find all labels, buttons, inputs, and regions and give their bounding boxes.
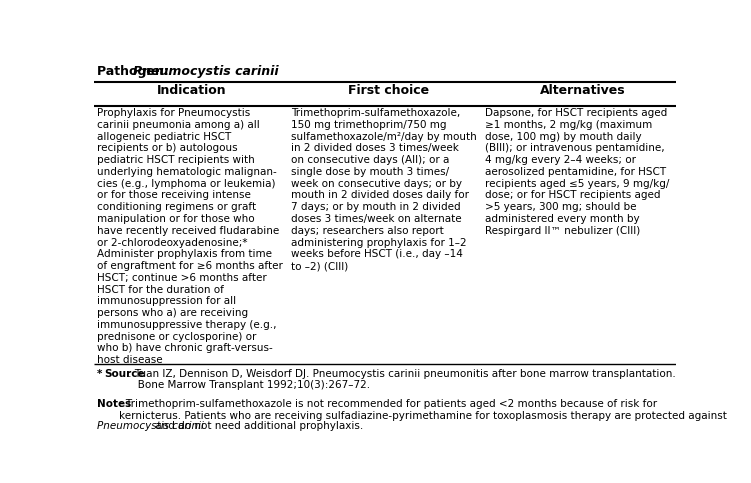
Text: Pneumocystis carinii: Pneumocystis carinii xyxy=(133,65,279,78)
Text: *: * xyxy=(97,369,106,379)
Text: Indication: Indication xyxy=(157,84,227,97)
Text: Dapsone, for HSCT recipients aged
≥1 months, 2 mg/kg (maximum
dose, 100 mg) by m: Dapsone, for HSCT recipients aged ≥1 mon… xyxy=(485,108,669,236)
Text: First choice: First choice xyxy=(348,84,430,97)
Text: Alternatives: Alternatives xyxy=(540,84,626,97)
Text: Pathogen:: Pathogen: xyxy=(97,65,173,78)
Text: Source: Source xyxy=(104,369,144,379)
Text: Pneumocystis carinii: Pneumocystis carinii xyxy=(97,421,204,430)
Text: Prophylaxis for Pneumocystis
carinii pneumonia among a) all
allogeneic pediatric: Prophylaxis for Pneumocystis carinii pne… xyxy=(97,108,282,365)
Text: Trimethoprim-sulfamethoxazole,
150 mg trimethoprim/750 mg
sulfamethoxazole/m²/da: Trimethoprim-sulfamethoxazole, 150 mg tr… xyxy=(291,108,476,271)
Text: : Tuan IZ, Dennison D, Weisdorf DJ. Pneumocystis carinii pneumonitis after bone : : Tuan IZ, Dennison D, Weisdorf DJ. Pneu… xyxy=(128,369,676,390)
Text: and do not need additional prophylaxis.: and do not need additional prophylaxis. xyxy=(152,421,363,430)
Text: : Trimethoprim-sulfamethoxazole is not recommended for patients aged <2 months b: : Trimethoprim-sulfamethoxazole is not r… xyxy=(119,399,727,421)
Text: Notes: Notes xyxy=(97,399,131,410)
